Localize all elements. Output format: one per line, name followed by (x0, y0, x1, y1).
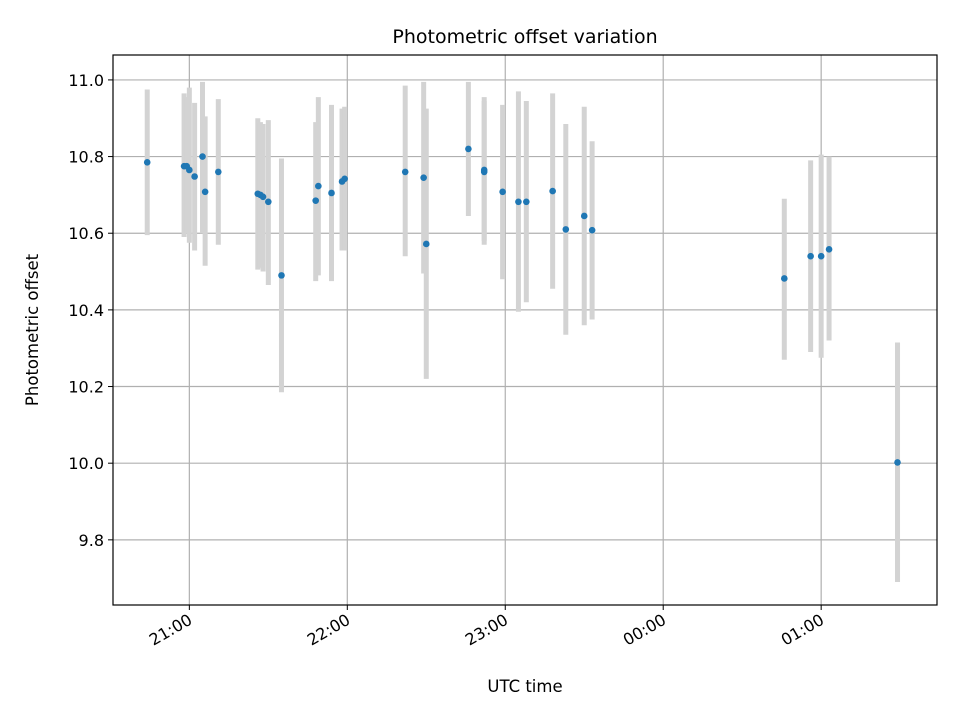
data-point (312, 197, 320, 204)
data-points (143, 145, 901, 466)
data-point (499, 188, 506, 196)
data-point (315, 182, 322, 190)
chart-title: Photometric offset variation (392, 26, 657, 48)
data-point (562, 226, 570, 233)
data-point (215, 168, 222, 176)
y-tick-label: 9.8 (79, 531, 104, 550)
data-point (191, 173, 198, 180)
y-axis-label: Photometric offset (23, 253, 42, 406)
data-point (894, 459, 901, 466)
data-point (401, 168, 409, 176)
plot-frame (112, 54, 938, 606)
data-point (515, 198, 522, 206)
data-point (143, 159, 151, 166)
data-point (420, 174, 427, 181)
y-tick-label: 10.4 (68, 301, 104, 320)
data-point (422, 240, 430, 248)
data-point (341, 175, 348, 183)
data-point (588, 226, 596, 234)
y-tick-label: 11.0 (68, 71, 104, 90)
data-point (781, 275, 788, 282)
data-point (807, 252, 814, 260)
data-point (201, 188, 209, 196)
data-point (825, 246, 833, 253)
data-point (480, 168, 488, 176)
data-point (465, 145, 472, 153)
data-point (199, 153, 206, 160)
y-tick-label: 10.2 (68, 378, 104, 397)
data-point (265, 198, 272, 206)
data-point (817, 252, 825, 260)
data-point (549, 187, 556, 195)
data-point (259, 193, 267, 201)
y-tick-label: 10.8 (68, 148, 104, 167)
y-tick-label: 10.0 (68, 454, 104, 473)
data-point (186, 166, 193, 174)
data-point (278, 272, 285, 279)
y-axis-ticks: 9.8 10.0 10.2 10.4 10.6 10.8 11.0 (68, 71, 113, 550)
y-tick-label: 10.6 (68, 224, 104, 243)
data-point (328, 189, 335, 197)
x-axis-label: UTC time (487, 677, 562, 696)
data-point (523, 198, 530, 206)
data-point (580, 212, 588, 220)
